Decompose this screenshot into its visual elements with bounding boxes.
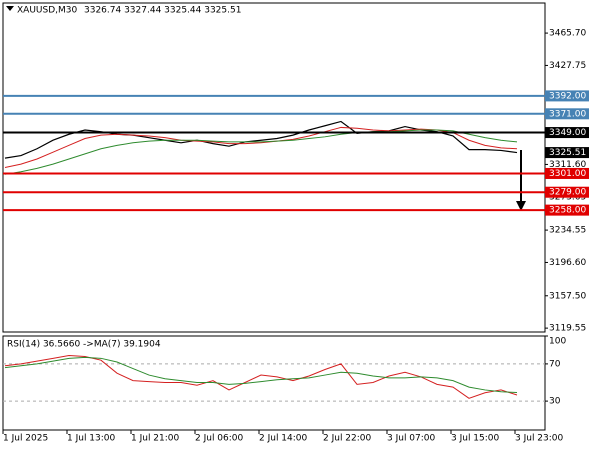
y-tick-label: 3119.55 <box>549 324 586 334</box>
current-price-box <box>545 147 589 159</box>
x-tick-label: 2 Jul 06:00 <box>195 434 244 444</box>
y-tick-label: 3234.55 <box>549 226 586 236</box>
moving-average <box>4 129 518 175</box>
main-frame <box>2 2 546 333</box>
rsi-line <box>4 355 518 399</box>
price-line <box>4 120 518 159</box>
level-label: 3371.00 <box>549 109 586 119</box>
rsi-tick-label: 30 <box>549 397 561 407</box>
x-tick-label: 3 Jul 15:00 <box>451 434 500 444</box>
level-box <box>545 186 589 198</box>
level-box <box>545 108 589 120</box>
rsi-tick-label: 70 <box>549 359 561 369</box>
x-tick-label: 3 Jul 07:00 <box>387 434 436 444</box>
y-tick-label: 3157.50 <box>549 291 586 301</box>
y-tick-label: 3311.60 <box>549 160 586 170</box>
y-tick-label: 3196.60 <box>549 258 586 268</box>
level-box <box>545 204 589 216</box>
current-price-label: 3325.51 <box>549 148 586 158</box>
y-tick-label: 3465.70 <box>549 29 586 39</box>
level-box <box>545 167 589 179</box>
level-label: 3392.00 <box>549 91 586 101</box>
rsi-line <box>4 356 518 394</box>
x-tick-label: 2 Jul 22:00 <box>323 434 372 444</box>
rsi-frame <box>2 335 546 431</box>
level-label: 3301.00 <box>549 169 586 179</box>
level-label: 3279.00 <box>549 188 586 198</box>
level-box <box>545 127 589 139</box>
x-tick-label: 1 Jul 21:00 <box>131 434 180 444</box>
symbol: XAUUSD,M30 <box>17 6 77 16</box>
x-tick-label: 2 Jul 14:00 <box>259 434 308 444</box>
x-tick-label: 3 Jul 23:00 <box>515 434 564 444</box>
ohlc: 3326.74 3327.44 3325.44 3325.51 <box>84 6 241 16</box>
arrow-head <box>516 201 526 211</box>
rsi-title: RSI(14) 36.5660 ->MA(7) 39.1904 <box>7 340 161 350</box>
rsi-tick-label: 100 <box>549 337 566 347</box>
level-label: 3349.00 <box>549 128 586 138</box>
x-tick-label: 1 Jul 13:00 <box>67 434 116 444</box>
x-tick-label: 1 Jul 2025 <box>3 434 48 444</box>
y-tick-label: 3427.75 <box>549 61 586 71</box>
level-box <box>545 90 589 102</box>
level-label: 3258.00 <box>549 206 586 216</box>
menu-icon[interactable] <box>6 6 14 11</box>
